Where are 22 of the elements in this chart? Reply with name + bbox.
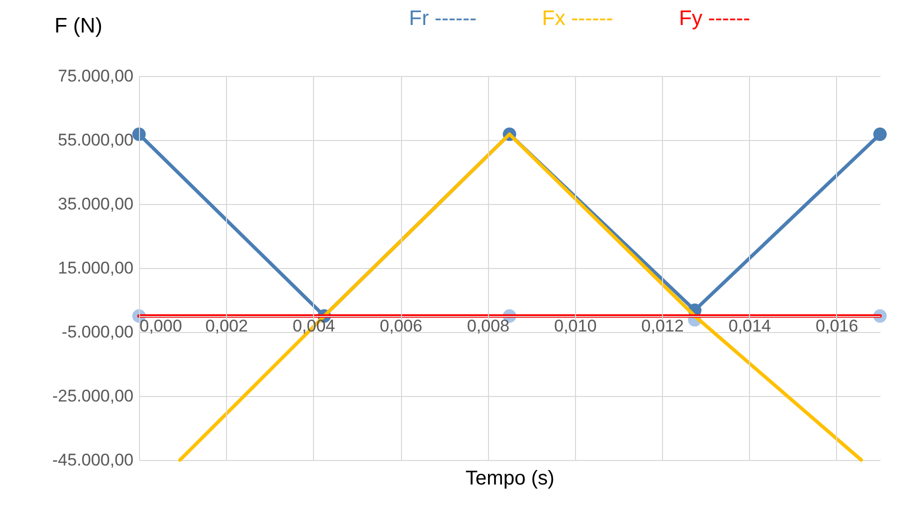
y-tick-label: -5.000,00 [62,322,134,342]
y-axis-title: F (N) [54,14,102,38]
point [132,128,146,141]
text: Fr ------ [409,6,477,30]
y-tick-label: 55.000,00 [58,130,134,150]
x-tick-label: 0,000 [140,316,182,336]
y-tick-label: 15.000,00 [58,258,134,278]
x-tick-label: 0,002 [205,316,248,336]
x-tick-label: 0,008 [466,316,510,336]
x-tick-label: 0,006 [380,316,422,336]
x-axis-title: Tempo (s) [466,468,554,490]
y-tick-label: -45.000,00 [52,450,134,470]
point [873,128,887,141]
x-tick-label: 0,010 [554,316,597,336]
y-tick-label: 35.000,00 [58,194,134,214]
text: Fy ------ [679,6,750,30]
x-tick-label: 0,016 [816,316,858,336]
x-tick-label: 0,012 [641,316,684,336]
text: Fx ------ [542,6,614,30]
y-tick-label: 75.000,00 [58,66,134,86]
y-tick-label: -25.000,00 [52,386,134,406]
x-tick-label: 0,014 [728,316,772,336]
